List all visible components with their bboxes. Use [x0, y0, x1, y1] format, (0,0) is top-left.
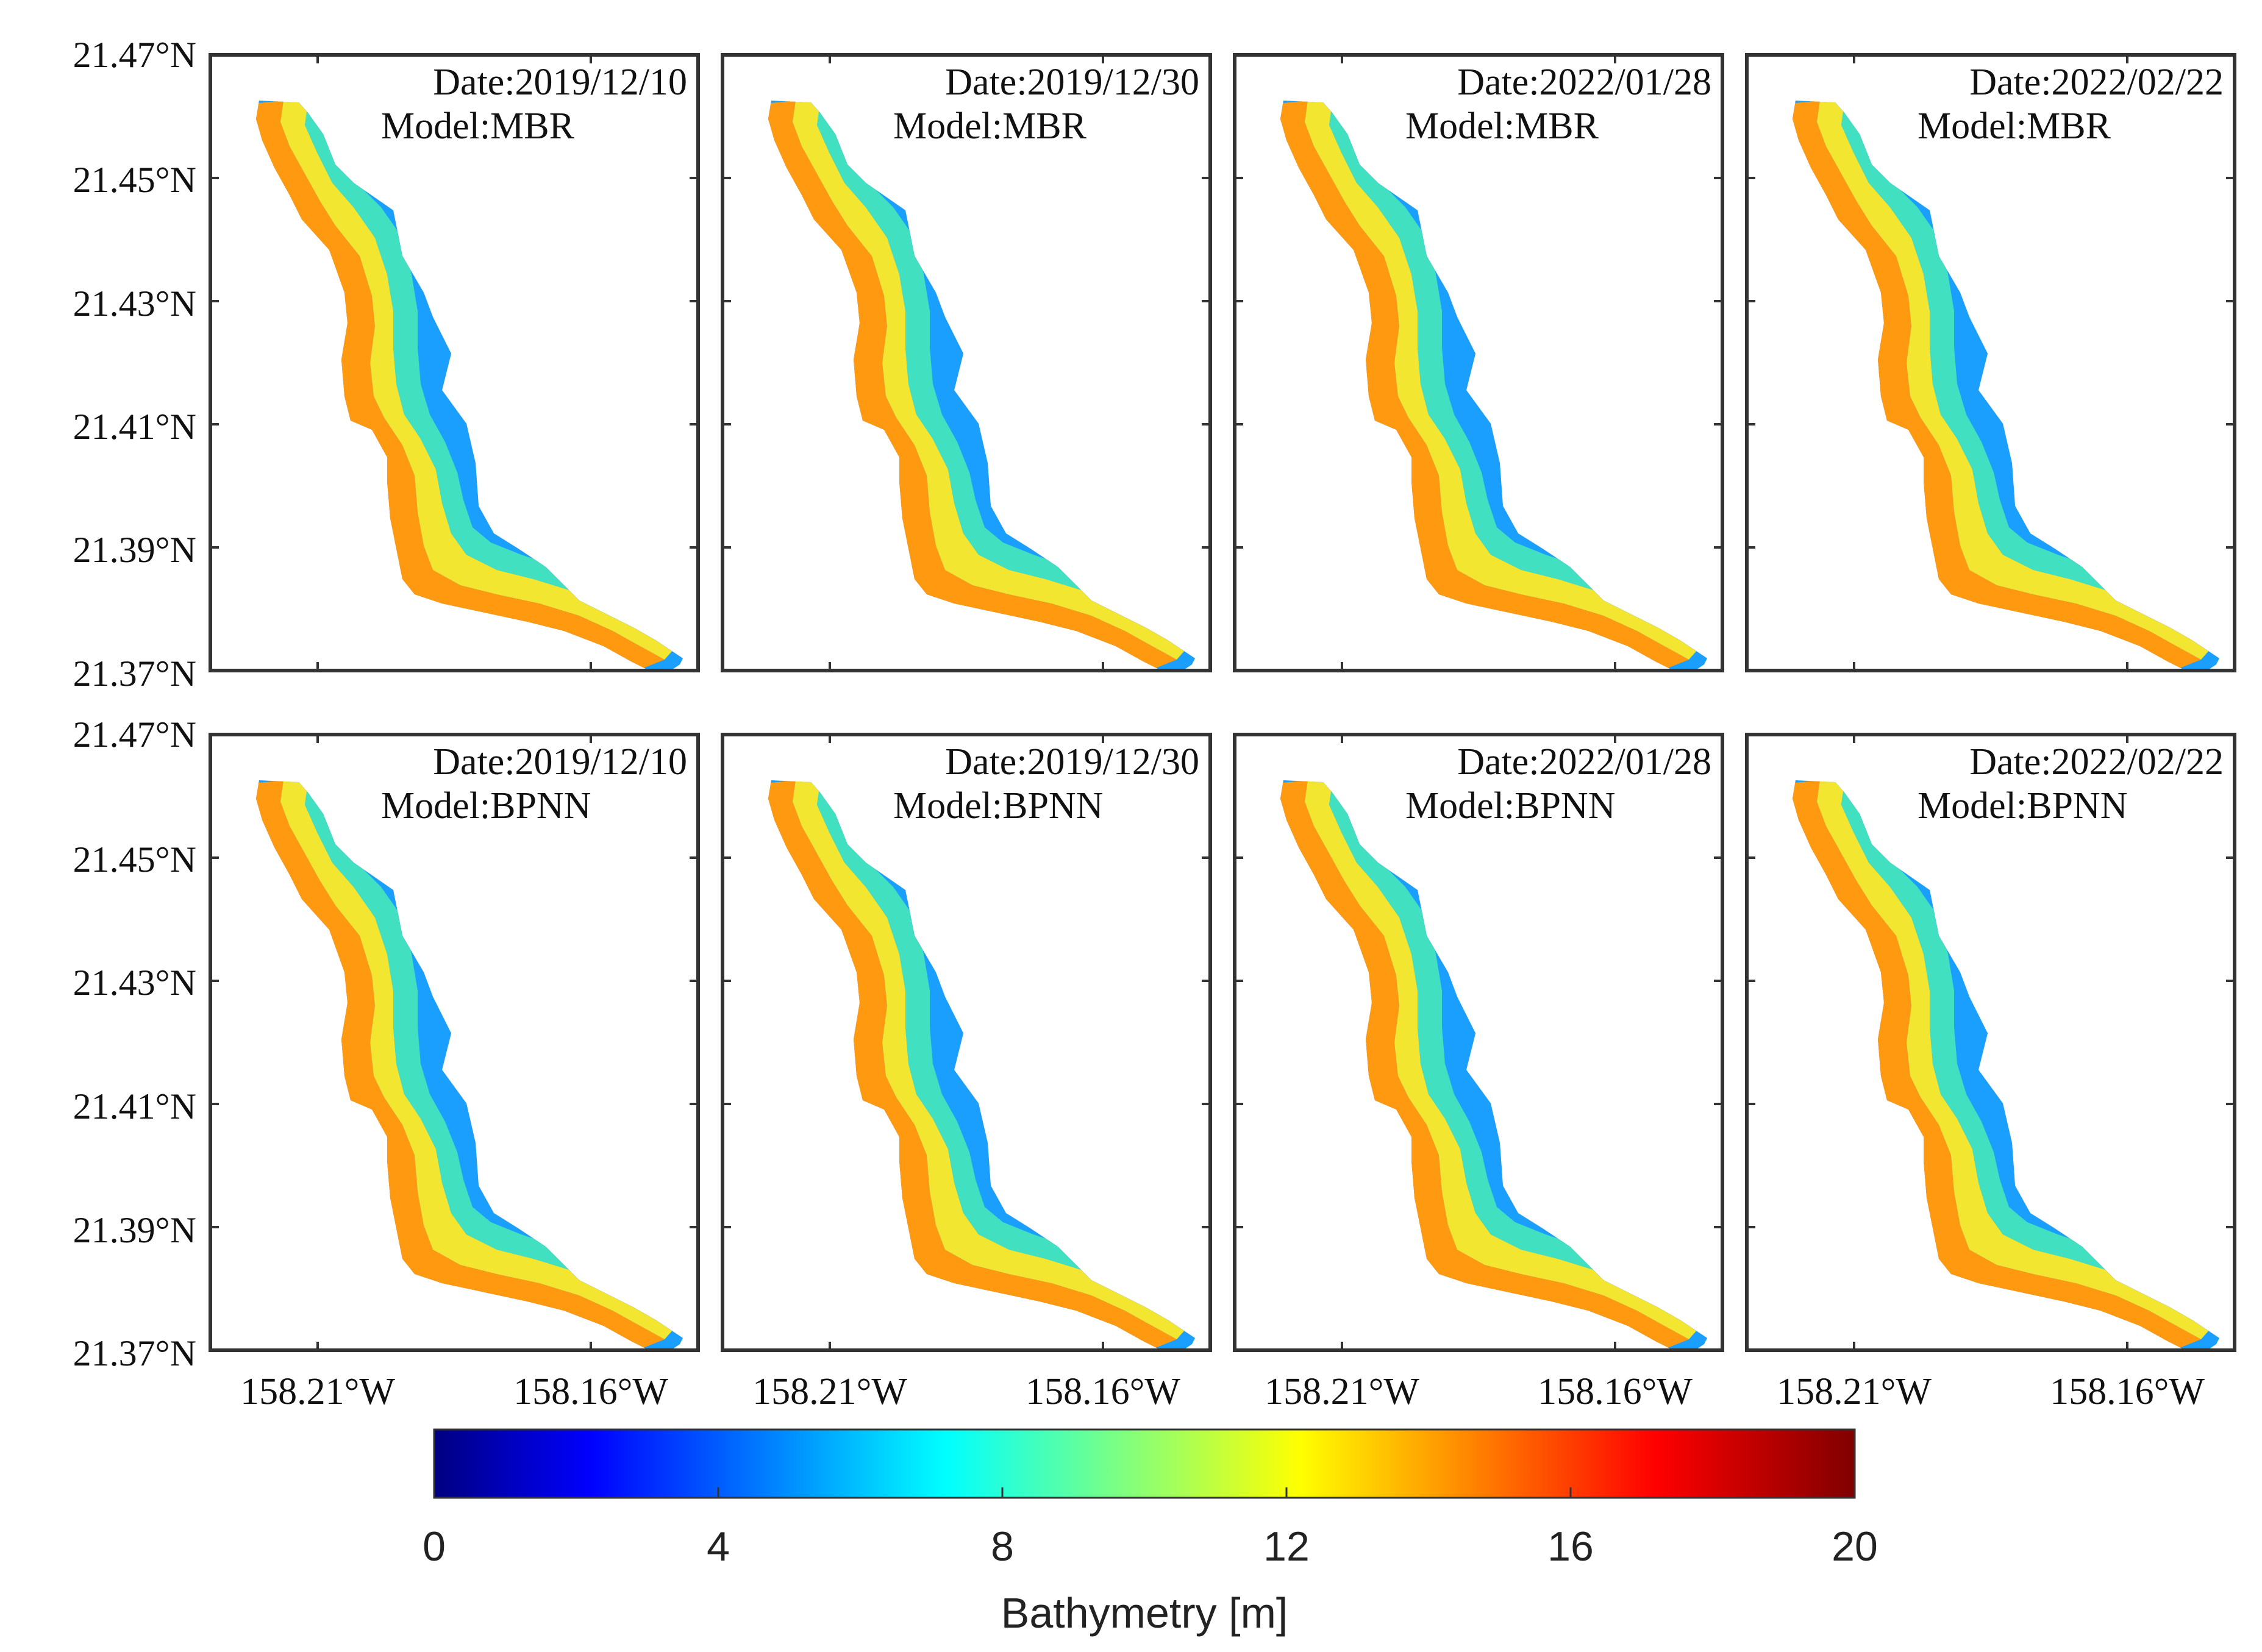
- bathymetry-map: [235, 91, 698, 677]
- colorbar-tick-label: 0: [423, 1523, 446, 1570]
- colorbar-tick-label: 20: [1832, 1523, 1878, 1570]
- colorbar-tick-label: 4: [707, 1523, 730, 1570]
- lon-tick: 158.16°W: [1538, 1371, 1693, 1412]
- bathymetry-map: [1771, 771, 2235, 1356]
- lon-tick: 158.21°W: [1265, 1371, 1419, 1412]
- colorbar-tick-label: 12: [1263, 1523, 1310, 1570]
- panel-date-label: Date:2019/12/10: [433, 741, 687, 783]
- panel-frame: [209, 733, 700, 1352]
- latitude-axis-bottom: 21.47°N 21.45°N 21.43°N 21.41°N 21.39°N …: [73, 714, 196, 1373]
- lon-tick: 158.16°W: [2050, 1371, 2205, 1412]
- panel-date-label: Date:2019/12/30: [945, 62, 1199, 103]
- panel-date-label: Date:2019/12/30: [945, 741, 1199, 783]
- panel-date-label: Date:2022/01/28: [1457, 62, 1711, 103]
- panel-grid: Date:2019/12/10Model:MBRDate:2019/12/30M…: [209, 53, 2236, 1356]
- lat-tick: 21.45°N: [73, 839, 196, 880]
- colorbar: 0 4 8 12 16 20 Bathymetry [m]: [423, 1428, 1878, 1637]
- longitude-axis: 158.21°W 158.16°W 158.21°W 158.16°W 158.21°W…: [240, 1371, 2205, 1412]
- lat-tick: 21.43°N: [73, 963, 196, 1003]
- bathymetry-map: [1259, 91, 1722, 677]
- panel-date-label: Date:2019/12/10: [433, 62, 687, 103]
- panel-model-label: Model:BPNN: [381, 785, 591, 827]
- bathymetry-map: [747, 771, 1210, 1356]
- panel-frame: [721, 53, 1212, 672]
- panel-model-label: Model:BPNN: [893, 785, 1103, 827]
- panel-model-label: Model:MBR: [381, 105, 575, 147]
- colorbar-ticks: 0 4 8 12 16 20: [423, 1487, 1878, 1570]
- lat-tick: 21.47°N: [73, 35, 196, 75]
- bathymetry-map: [235, 771, 698, 1356]
- bathymetry-map: [747, 91, 1210, 677]
- panel-model-label: Model:BPNN: [1918, 785, 2127, 827]
- panel-frame: [721, 733, 1212, 1352]
- lat-tick: 21.39°N: [73, 530, 196, 570]
- lat-tick: 21.43°N: [73, 283, 196, 324]
- colorbar-tick-label: 16: [1547, 1523, 1594, 1570]
- lat-tick: 21.37°N: [73, 653, 196, 694]
- colorbar-label: Bathymetry [m]: [1001, 1589, 1288, 1637]
- latitude-axis-top: 21.47°N 21.45°N 21.43°N 21.41°N 21.39°N …: [73, 35, 196, 694]
- panel-date-label: Date:2022/02/22: [1969, 62, 2224, 103]
- panel-model-label: Model:MBR: [1405, 105, 1599, 147]
- bathymetry-map: [1259, 771, 1722, 1356]
- panel-frame: [1745, 53, 2236, 672]
- panel-frame: [209, 53, 700, 672]
- panel-date-label: Date:2022/01/28: [1457, 741, 1711, 783]
- lon-tick: 158.16°W: [513, 1371, 668, 1412]
- lat-tick: 21.41°N: [73, 407, 196, 447]
- lat-tick: 21.47°N: [73, 714, 196, 755]
- panel-frame: [1233, 53, 1724, 672]
- lon-tick: 158.21°W: [752, 1371, 907, 1412]
- colorbar-tick-label: 8: [991, 1523, 1014, 1570]
- lat-tick: 21.37°N: [73, 1333, 196, 1373]
- panel-date-label: Date:2022/02/22: [1969, 741, 2224, 783]
- panel-model-label: Model:MBR: [893, 105, 1087, 147]
- panel-frame: [1745, 733, 2236, 1352]
- panel-frame: [1233, 733, 1724, 1352]
- lon-tick: 158.21°W: [240, 1371, 395, 1412]
- lat-tick: 21.39°N: [73, 1210, 196, 1250]
- bathymetry-map: [1771, 91, 2235, 677]
- lon-tick: 158.21°W: [1777, 1371, 1932, 1412]
- panel-model-label: Model:MBR: [1918, 105, 2111, 147]
- lat-tick: 21.45°N: [73, 160, 196, 200]
- lon-tick: 158.16°W: [1026, 1371, 1180, 1412]
- panel-model-label: Model:BPNN: [1405, 785, 1615, 827]
- lat-tick: 21.41°N: [73, 1086, 196, 1127]
- colorbar-gradient: [433, 1428, 1856, 1499]
